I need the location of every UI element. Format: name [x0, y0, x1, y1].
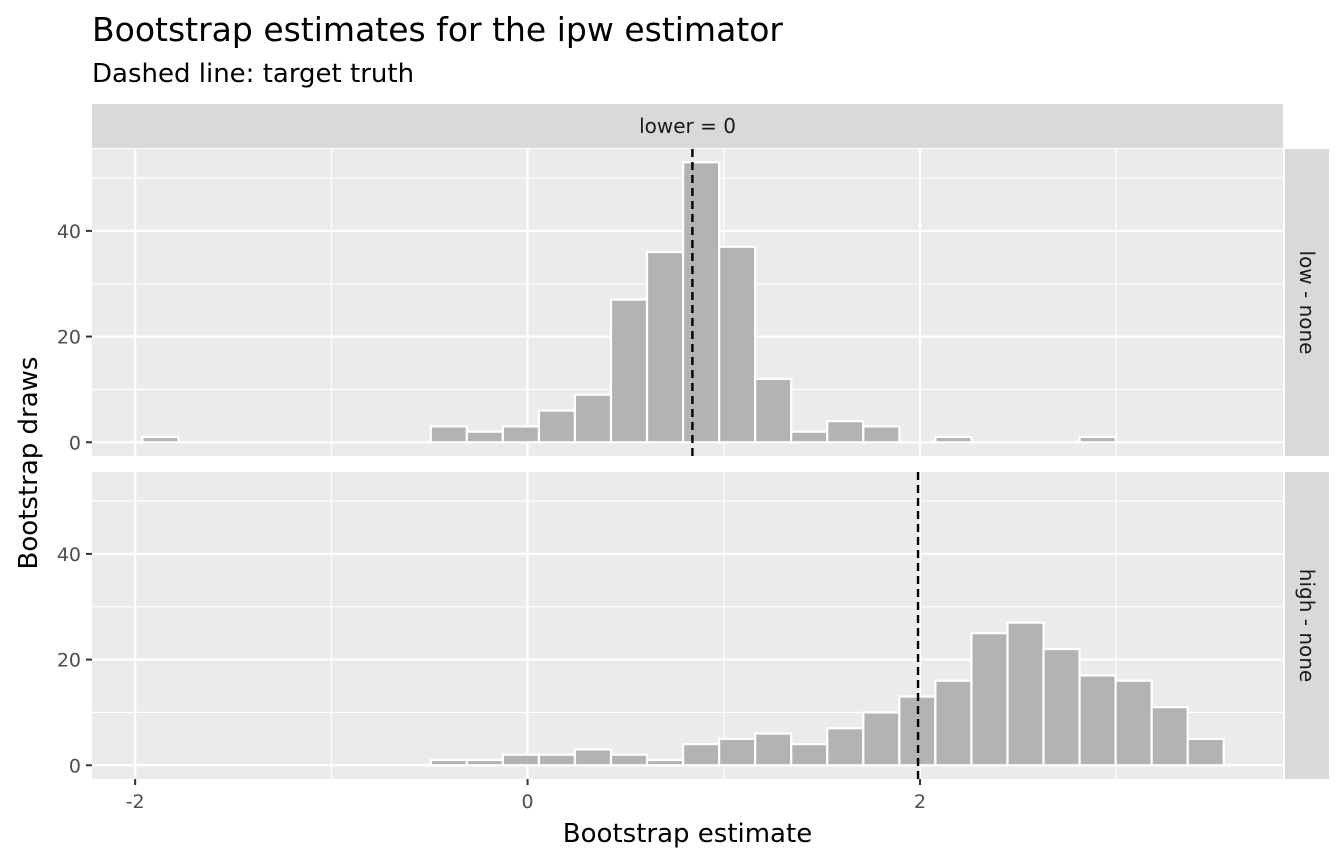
histogram-bar [141, 435, 180, 444]
histogram-bar [790, 743, 829, 767]
histogram-bar [970, 632, 1009, 767]
histogram-bar [934, 679, 973, 767]
y-axis-title: Bootstrap draws [14, 357, 44, 570]
histogram-bar [537, 753, 577, 767]
column-strip-label: lower = 0 [639, 114, 736, 138]
row-strip-label: low - none [1295, 251, 1319, 355]
x-axis: -2 0 2 [126, 779, 926, 813]
y-tick-label: 20 [57, 327, 81, 349]
histogram-bar [790, 430, 829, 444]
facet-panel: 0 20 40 low - none [57, 149, 1329, 456]
histogram-bar [573, 393, 613, 444]
y-tick-label: 40 [57, 221, 81, 243]
histogram-bar [754, 732, 793, 767]
histogram-bar [1150, 706, 1189, 767]
histogram-bar [609, 753, 649, 767]
histogram-bar [1078, 435, 1117, 444]
histogram-bar [826, 727, 865, 767]
histogram-bar [645, 250, 685, 444]
histogram-bar [718, 737, 757, 767]
histogram-bar [429, 758, 468, 767]
column-strip-background [92, 104, 1283, 148]
facet-panel: 0 20 40 high - none [57, 472, 1329, 779]
histogram-bar [465, 430, 504, 444]
facet-panels: 0 20 40 low - none 0 20 40 high - none [57, 149, 1329, 779]
row-strip-background [1285, 472, 1329, 779]
y-tick-label: 0 [69, 755, 81, 777]
histogram-bar [501, 425, 541, 444]
chart-title: Bootstrap estimates for the ipw estimato… [92, 10, 783, 49]
histogram-bar [429, 425, 468, 444]
histogram-bar [1114, 679, 1153, 767]
histogram-bar [681, 743, 721, 767]
histogram-bar [862, 711, 901, 767]
histogram-bar [573, 748, 613, 767]
x-tick-label: -2 [126, 791, 145, 813]
row-strip-label: high - none [1295, 569, 1319, 682]
histogram-bar [1042, 647, 1081, 767]
histogram-bar [1186, 737, 1225, 767]
histogram-bar [1006, 621, 1045, 767]
histogram-bar [754, 377, 793, 444]
histogram-bar [645, 758, 685, 767]
histogram-bar [862, 425, 901, 444]
histogram-bar [537, 409, 577, 444]
y-tick-label: 0 [69, 432, 81, 454]
y-tick-label: 20 [57, 650, 81, 672]
histogram-bar [826, 420, 865, 444]
histogram-bar [465, 758, 504, 767]
row-strip-background [1285, 149, 1329, 456]
histogram-bar [934, 435, 973, 444]
histogram-bar [681, 161, 721, 444]
histogram-bar [609, 298, 649, 444]
histogram-bar [501, 753, 541, 767]
chart-subtitle: Dashed line: target truth [92, 59, 414, 89]
x-tick-label: 0 [522, 791, 534, 813]
y-tick-label: 40 [57, 544, 81, 566]
x-tick-label: 2 [914, 791, 926, 813]
column-strip: lower = 0 [92, 104, 1283, 148]
x-axis-title: Bootstrap estimate [563, 819, 812, 849]
histogram-bar [718, 245, 757, 444]
histogram-bar [1078, 674, 1117, 767]
